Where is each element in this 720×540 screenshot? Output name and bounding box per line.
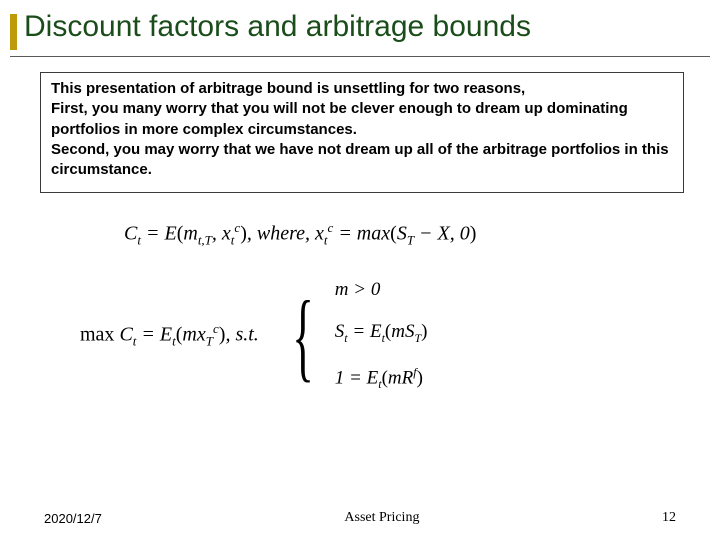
textbox-line3: Second, you may worry that we have not d…: [51, 140, 673, 181]
textbox-line1: This presentation of arbitrage bound is …: [51, 79, 673, 99]
footer-title: Asset Pricing: [344, 510, 419, 526]
constraints-list: m > 0 St = Et(mST) 1 = Et(mRf): [335, 279, 428, 393]
slide-title: Discount factors and arbitrage bounds: [24, 10, 531, 44]
formula-max: max Ct = Et(mxTc), s.t.: [80, 321, 259, 350]
content-textbox: This presentation of arbitrage bound is …: [40, 72, 684, 193]
curly-brace: {: [292, 296, 314, 376]
slide-footer: 2020/12/7 Asset Pricing 12: [0, 510, 720, 526]
formula-area: Ct = E(mt,T, xtc), where, xtc = max(ST −…: [80, 220, 640, 393]
constraint-2: St = Et(mST): [335, 321, 428, 346]
title-accent-bar: [10, 14, 17, 50]
textbox-line2: First, you many worry that you will not …: [51, 99, 673, 140]
footer-page: 12: [662, 510, 676, 526]
formula-main: Ct = E(mt,T, xtc), where, xtc = max(ST −…: [124, 220, 640, 249]
formula-constraint-row: max Ct = Et(mxTc), s.t. { m > 0 St = Et(…: [80, 279, 640, 393]
constraint-3: 1 = Et(mRf): [335, 365, 428, 392]
title-underline: [10, 56, 710, 57]
constraint-1: m > 0: [335, 279, 428, 301]
footer-date: 2020/12/7: [44, 511, 102, 526]
